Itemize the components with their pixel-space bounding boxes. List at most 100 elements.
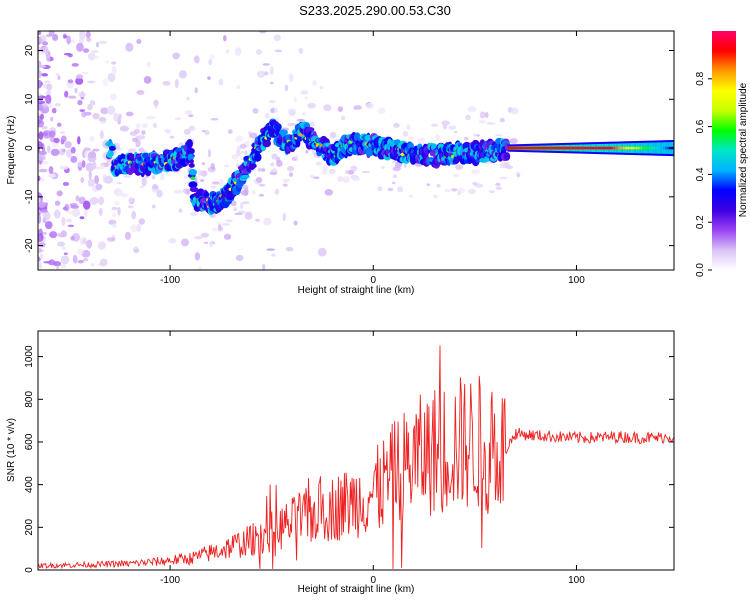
spectrogram-cell — [92, 112, 100, 120]
spectrogram-cell — [38, 60, 42, 68]
spectrogram-cell — [53, 137, 60, 144]
spectrogram-cell — [203, 241, 209, 244]
spectrogram-cell — [52, 33, 59, 42]
spectrogram-cell — [441, 120, 450, 126]
spectrogram-cell — [38, 131, 44, 140]
spectrogram-cell — [282, 178, 290, 183]
spectrogram-cell — [512, 146, 515, 150]
spectrogram-cell — [186, 138, 193, 149]
spectrogram-cell — [80, 176, 85, 184]
spectrogram-cell — [72, 254, 78, 264]
spectrogram-cell — [82, 237, 87, 245]
spectrogram-cell — [85, 31, 91, 39]
spectrogram-cell — [235, 254, 244, 261]
spectrogram-cell — [99, 258, 108, 267]
spectrogram-cell — [261, 168, 266, 172]
spectrogram-cell — [236, 148, 241, 157]
colorbar-tick-label: 0.4 — [695, 167, 706, 181]
spectrogram-cell — [509, 146, 512, 150]
spectrogram-cell — [663, 146, 666, 150]
spectrogram-cell — [55, 72, 60, 77]
spectrogram-cell — [54, 200, 61, 206]
spectrogram-cell — [366, 102, 375, 110]
spectrogram-x-tick-label: -100 — [160, 275, 180, 286]
spectrogram-cell — [156, 189, 163, 198]
spectrogram-cell — [253, 152, 262, 162]
spectrogram-cell — [162, 80, 171, 86]
spectrogram-cell — [90, 263, 95, 267]
spectrogram-cell — [453, 158, 460, 164]
spectrogram-cell — [50, 116, 54, 122]
spectrogram-cell — [650, 146, 653, 150]
spectrogram-x-tick-label: 0 — [370, 275, 376, 286]
colorbar-tick-label: 0.2 — [695, 215, 706, 229]
spectrogram-cell — [556, 146, 559, 150]
spectrogram-cell — [68, 95, 77, 99]
spectrogram-cell — [274, 123, 282, 131]
spectrogram-cell — [207, 76, 211, 80]
spectrogram-cell — [79, 36, 85, 44]
spectrogram-cell — [402, 131, 409, 137]
spectrogram-cell — [258, 184, 266, 187]
spectrogram-cell — [298, 47, 304, 54]
spectrogram-cell — [143, 75, 152, 84]
spectrogram-cell — [109, 146, 116, 151]
spectrogram-cell — [59, 131, 66, 135]
spectrogram-cell — [107, 72, 116, 83]
spectrogram-y-tick-label: 10 — [24, 93, 35, 105]
spectrogram-cell — [289, 111, 294, 117]
spectrogram-cell — [287, 122, 296, 127]
spectrogram-cell — [210, 185, 216, 189]
spectrogram-cell — [77, 136, 81, 145]
spectrogram-y-tick-label: -10 — [24, 189, 35, 204]
spectrogram-cell — [518, 146, 521, 150]
spectrogram-cell — [86, 37, 92, 42]
spectrogram-cell — [182, 188, 190, 194]
spectrogram-cell — [79, 109, 86, 112]
spectrogram-cell — [97, 196, 105, 206]
spectrogram-cell — [138, 147, 145, 153]
spectrogram-cell — [110, 61, 117, 65]
spectrogram-cell — [611, 146, 614, 150]
spectrogram-cell — [417, 137, 426, 145]
spectrogram-cell — [300, 90, 309, 95]
spectrogram-cell — [265, 113, 270, 119]
spectrogram-cell — [82, 48, 90, 53]
spectrogram-cell — [235, 47, 242, 56]
spectrogram-cell — [165, 130, 172, 134]
snr-y-tick-label: 600 — [24, 433, 35, 450]
spectrogram-cell — [282, 212, 286, 222]
snr-y-tick-label: 200 — [24, 519, 35, 536]
spectrogram-cell — [442, 124, 447, 130]
spectrogram-cell — [152, 184, 159, 190]
spectrogram-cell — [569, 146, 572, 150]
spectrogram-cell — [601, 146, 604, 150]
spectrogram-cell — [204, 130, 210, 136]
spectrogram-cell — [111, 206, 118, 211]
spectrogram-cell — [38, 175, 41, 182]
spectrogram-cell — [63, 35, 68, 39]
spectrogram-cell — [397, 186, 403, 193]
spectrogram-cell — [70, 146, 76, 154]
spectrogram-cell — [632, 146, 635, 150]
spectrogram-cell — [456, 187, 466, 194]
snr-y-ticks: 0 200 400 600 800 1000 — [24, 345, 674, 573]
colorbar: 0.0 0.2 0.4 0.6 0.8 Normalized spectral ampl… — [695, 31, 749, 277]
spectrogram-cell — [198, 266, 202, 270]
spectrogram-cell — [42, 130, 52, 139]
snr-plot-area — [38, 331, 674, 570]
spectrogram-cell — [67, 79, 74, 84]
spectrogram-cell — [645, 146, 648, 150]
spectrogram-cell — [337, 176, 344, 183]
spectrogram-cell — [467, 106, 477, 113]
spectrogram-cell — [258, 31, 267, 34]
spectrogram-cell — [241, 201, 250, 205]
spectrogram-cell — [48, 31, 55, 36]
spectrogram-cell — [194, 87, 198, 94]
spectrogram-cell — [74, 87, 78, 94]
spectrogram-cell — [240, 151, 244, 154]
spectrogram-cell — [38, 168, 48, 173]
spectrogram-cell — [304, 96, 308, 99]
spectrogram-cell — [146, 61, 151, 68]
